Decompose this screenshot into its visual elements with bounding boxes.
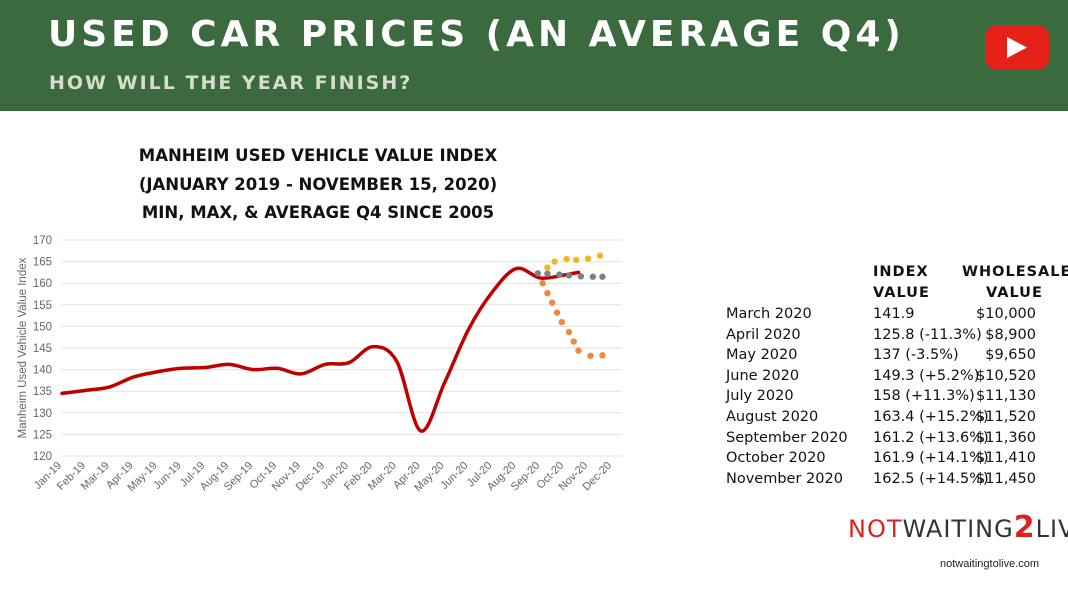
month-cell: June 2020: [726, 367, 800, 384]
series-1-dot: [565, 272, 573, 279]
month-cell: May 2020: [726, 347, 798, 364]
month-cell: July 2020: [726, 388, 794, 405]
index-cell: 137 (-3.5%): [873, 347, 959, 364]
series-3-dot: [544, 289, 551, 297]
series-3-dot: [565, 328, 573, 336]
wholesale-cell: $11,520: [976, 409, 1036, 425]
x-tick-label: Jun-20: [438, 460, 470, 492]
wholesale-cell: $10,520: [976, 367, 1036, 384]
index-cell: 163.4 (+15.2%): [873, 409, 989, 425]
index-line: [60, 266, 581, 433]
logo-text-2: 2: [1013, 510, 1036, 545]
index-cell: 162.5 (+14.5%): [873, 470, 989, 487]
index-cell: 161.9 (+14.1%): [873, 450, 989, 467]
index-cell: 141.9: [873, 306, 915, 322]
y-tick-label: 155: [33, 300, 52, 312]
wholesale-cell: $8,900: [985, 326, 1036, 343]
index-cell: 125.8 (-11.3%): [873, 326, 982, 343]
y-tick-label: 140: [33, 365, 52, 377]
index-cell: 161.2 (+13.6%): [873, 429, 989, 446]
wholesale-cell: $9,650: [985, 347, 1036, 364]
series-1-dot: [544, 270, 551, 277]
month-cell: August 2020: [726, 409, 819, 425]
series-3-dot: [575, 347, 582, 354]
youtube-play-icon[interactable]: [985, 25, 1049, 70]
x-tick-label: Jun-19: [151, 460, 183, 492]
y-axis-label: Manheim Used Vehicle Value Index: [17, 257, 29, 438]
logo-text-not: NOT: [848, 515, 903, 543]
series-2-dot: [563, 255, 570, 263]
y-tick-label: 145: [33, 343, 52, 355]
series-1-dot: [589, 273, 597, 280]
month-cell: September 2020: [726, 429, 848, 446]
header-wholesale-line2: VALUE: [986, 285, 1043, 301]
series-3-dot: [599, 352, 606, 359]
header-index-line1: INDEX: [873, 264, 929, 280]
chart-title-line-2: (JANUARY 2019 - NOVEMBER 15, 2020): [138, 175, 498, 194]
series-2-dot: [596, 252, 604, 259]
wholesale-cell: $11,450: [976, 470, 1036, 487]
page-title: USED CAR PRICES (AN AVERAGE Q4): [48, 14, 905, 55]
logo-text-waiting: WAITING: [902, 515, 1014, 543]
chart-title-line-1: MANHEIM USED VEHICLE VALUE INDEX: [138, 146, 498, 165]
index-cell: 149.3 (+5.2%): [873, 367, 980, 384]
month-cell: November 2020: [726, 470, 843, 487]
logo-text-live: LIVE: [1035, 515, 1068, 543]
y-tick-label: 160: [33, 278, 52, 290]
y-tick-label: 120: [33, 451, 52, 463]
month-cell: April 2020: [726, 326, 801, 343]
y-tick-label: 150: [33, 321, 52, 333]
y-tick-label: 170: [33, 235, 52, 247]
series-1-dot: [556, 271, 563, 278]
header-wholesale-line1: WHOLESALE: [962, 264, 1068, 280]
header-banner: USED CAR PRICES (AN AVERAGE Q4) HOW WILL…: [0, 0, 1068, 111]
series-3-dot: [549, 299, 556, 306]
series-1-dot: [599, 273, 606, 280]
series-2-dot: [551, 258, 558, 265]
series-3-dot: [553, 309, 561, 316]
y-tick-label: 130: [33, 408, 52, 420]
website-url: notwaitingtolive.com: [940, 558, 1040, 570]
month-cell: March 2020: [726, 306, 812, 322]
y-tick-label: 125: [33, 429, 52, 441]
series-1-dot: [534, 270, 542, 277]
index-cell: 158 (+11.3%): [873, 388, 975, 405]
y-tick-label: 165: [33, 257, 52, 269]
series-3-dot: [587, 352, 594, 359]
page-subtitle: HOW WILL THE YEAR FINISH?: [49, 72, 413, 94]
chart-title-line-3: MIN, MAX, & AVERAGE Q4 SINCE 2005: [141, 203, 495, 222]
notwaiting2live-logo: NOTWAITING2LIVE: [848, 510, 1068, 545]
series-3-dot: [558, 318, 565, 326]
series-2-dot: [544, 264, 551, 271]
wholesale-cell: $11,130: [976, 388, 1036, 405]
series-2-dot: [584, 255, 592, 262]
series-3-dot: [539, 280, 546, 287]
wholesale-cell: $10,000: [976, 306, 1036, 322]
series-3-dot: [570, 338, 577, 345]
header-index-line2: VALUE: [873, 285, 930, 301]
month-cell: October 2020: [726, 450, 826, 467]
series-2-dot: [572, 256, 580, 264]
wholesale-cell: $11,360: [976, 429, 1036, 446]
y-tick-label: 135: [33, 386, 52, 398]
series-1-dot: [577, 273, 585, 280]
wholesale-cell: $11,410: [976, 450, 1036, 467]
